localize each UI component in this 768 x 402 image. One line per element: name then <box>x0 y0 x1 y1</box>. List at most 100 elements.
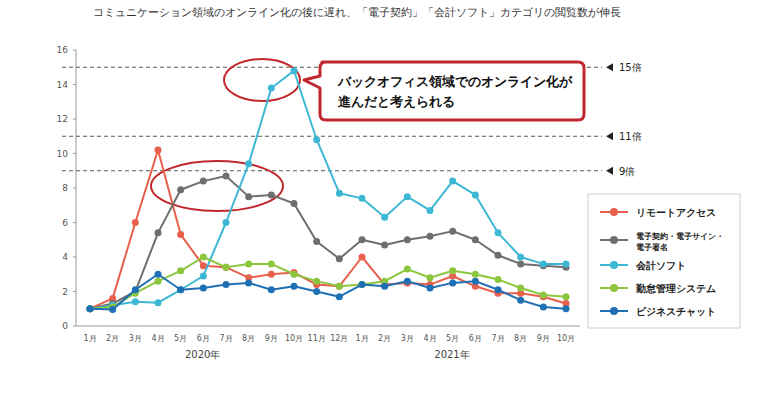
y-tick-label: 14 <box>57 80 69 90</box>
series-point <box>313 278 320 285</box>
series-point <box>381 241 388 248</box>
series-point <box>200 285 207 292</box>
series-line <box>90 150 566 309</box>
series-point <box>223 264 230 271</box>
legend-marker <box>610 208 618 216</box>
series-point <box>540 304 547 311</box>
series-point <box>87 305 94 312</box>
series-point <box>359 254 366 261</box>
x-tick-label: 2月 <box>106 334 119 343</box>
series-point <box>540 291 547 298</box>
series-point <box>404 266 411 273</box>
y-tick <box>73 257 76 258</box>
series-point <box>223 219 230 226</box>
legend-label: 会計ソフト <box>635 260 686 271</box>
x-tick-label: 4月 <box>423 334 436 343</box>
y-tick <box>73 119 76 120</box>
x-tick-label: 5月 <box>446 334 459 343</box>
series-point <box>155 271 162 278</box>
series-point <box>177 286 184 293</box>
series-point <box>359 236 366 243</box>
series-point <box>449 228 456 235</box>
series-point <box>177 286 184 293</box>
legend-label-line: 電子署名 <box>636 243 668 252</box>
y-tick <box>73 188 76 189</box>
y-tick <box>73 291 76 292</box>
legend-label-line: 電子契約・電子サイン・ <box>636 232 724 241</box>
series-point <box>495 286 502 293</box>
legend-label-line: 勤怠管理システム <box>635 283 716 294</box>
legend-label: リモートアクセス <box>636 207 716 218</box>
x-tick-label: 9月 <box>537 334 550 343</box>
reference-line <box>62 170 602 171</box>
series-point <box>336 283 343 290</box>
series-point <box>472 278 479 285</box>
series-point <box>336 190 343 197</box>
series-point <box>268 271 275 278</box>
series-point <box>427 274 434 281</box>
legend-label-line: リモートアクセス <box>636 207 716 218</box>
x-group-label: 2021年 <box>434 349 469 360</box>
series-point <box>200 254 207 261</box>
x-tick-label: 10月 <box>557 334 575 343</box>
y-tick <box>73 326 76 327</box>
legend-marker <box>610 261 618 269</box>
series-point <box>495 252 502 259</box>
series-point <box>155 299 162 306</box>
x-tick-label: 6月 <box>469 334 482 343</box>
series-point <box>336 293 343 300</box>
series-point <box>563 293 570 300</box>
series-point <box>223 172 230 179</box>
series-point <box>177 267 184 274</box>
series-point <box>540 260 547 267</box>
series-point <box>223 281 230 288</box>
series-line <box>90 274 566 309</box>
y-tick <box>73 222 76 223</box>
x-tick-label: 9月 <box>265 334 278 343</box>
series-point <box>472 236 479 243</box>
series-point <box>87 305 94 312</box>
series-point <box>495 276 502 283</box>
legend-label: 勤怠管理システム <box>635 283 716 294</box>
reference-label: 9倍 <box>619 166 635 177</box>
series-point <box>291 271 298 278</box>
x-tick-label: 8月 <box>514 334 527 343</box>
series-point <box>381 283 388 290</box>
series-point <box>404 236 411 243</box>
x-group-label: 2020年 <box>185 349 220 360</box>
series-point <box>291 200 298 207</box>
series-point <box>404 278 411 285</box>
series-point <box>268 286 275 293</box>
series-point <box>245 193 252 200</box>
series-point <box>427 285 434 292</box>
legend-marker <box>610 284 618 292</box>
legend-label-line: 会計ソフト <box>635 260 686 271</box>
y-tick <box>73 50 76 51</box>
series-point <box>359 281 366 288</box>
y-tick-label: 10 <box>57 149 69 159</box>
series-point <box>268 260 275 267</box>
x-tick-label: 10月 <box>285 334 303 343</box>
callout-text: バックオフィス領域でのオンライン化が <box>337 74 573 89</box>
x-tick-label: 11月 <box>308 334 326 343</box>
x-tick-label: 7月 <box>219 334 232 343</box>
x-tick-label: 1月 <box>355 334 368 343</box>
series-point <box>291 283 298 290</box>
series-line <box>90 257 566 309</box>
series-point <box>87 305 94 312</box>
series-point <box>223 264 230 271</box>
x-tick-label: 3月 <box>129 334 142 343</box>
series-point <box>177 186 184 193</box>
highlight-ellipse <box>224 59 300 101</box>
reference-line <box>62 136 602 137</box>
series-point <box>336 283 343 290</box>
callout-box <box>304 62 584 120</box>
x-axis <box>76 326 580 327</box>
series-point <box>563 260 570 267</box>
series-point <box>449 267 456 274</box>
series-point <box>200 272 207 279</box>
x-tick-label: 12月 <box>330 334 348 343</box>
series-point <box>268 84 275 91</box>
y-tick-label: 0 <box>62 321 68 331</box>
reference-marker <box>606 132 613 140</box>
